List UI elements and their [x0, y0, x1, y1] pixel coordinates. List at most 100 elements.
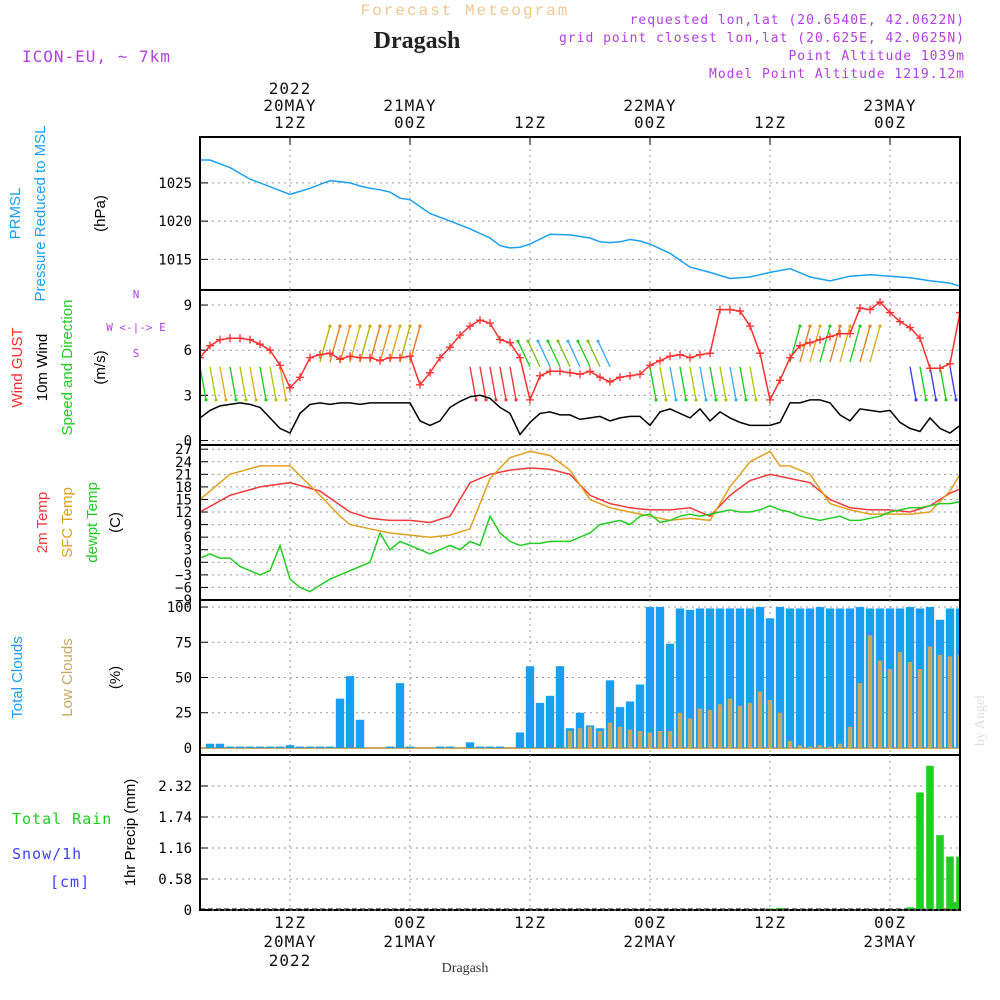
y-tick-label: 1.16 — [158, 841, 192, 857]
gust-marker — [416, 380, 424, 389]
total-cloud-bar — [405, 746, 415, 748]
low-cloud-bar — [817, 745, 823, 748]
wind-arrow — [849, 325, 861, 363]
low-cloud-bar — [567, 731, 573, 748]
gust-marker — [776, 376, 784, 385]
low-cloud-bar — [677, 712, 683, 748]
wind-arrow-head — [378, 324, 382, 328]
gust-marker — [456, 331, 464, 340]
wind-arrow-head — [358, 324, 362, 328]
gust-marker — [201, 357, 204, 359]
compass-east-west-label: W <-|-> E — [106, 321, 166, 334]
top-time-label: 21MAY — [383, 96, 436, 115]
gust-marker — [876, 298, 884, 307]
panel-pressure: 1015 1020 1025 PRMSL Pressure Reduced to MSL… — [7, 126, 961, 302]
wind-arrow — [259, 366, 267, 400]
side-label: 10m Wind — [34, 334, 51, 402]
y-tick-label: 9 — [184, 298, 192, 314]
series-pressure — [201, 159, 959, 287]
total-cloud-bar — [555, 666, 565, 748]
low-cloud-bar — [687, 718, 693, 748]
gust-marker — [946, 359, 954, 368]
y-tick-label: 24 — [175, 455, 192, 471]
wind-arrow — [489, 366, 497, 400]
top-time-label: 22MAY — [623, 96, 676, 115]
side-label: Total Clouds — [9, 636, 26, 719]
total-cloud-bar — [335, 698, 345, 748]
top-time-label: 2022 — [269, 79, 312, 98]
requested-coords: requested lon,lat (20.6540E, 42.0622N) — [630, 13, 965, 28]
wind-arrow — [869, 325, 881, 363]
unit-label: (m/s) — [92, 350, 109, 384]
wind-arrow — [399, 325, 411, 363]
total-cloud-bar — [315, 746, 325, 748]
low-cloud-bar — [937, 654, 943, 748]
total-cloud-bar — [495, 746, 505, 748]
y-tick-label: 75 — [175, 635, 192, 651]
wind-arrow — [577, 340, 591, 368]
credit-watermark: by Angel — [973, 695, 988, 746]
gust-marker — [436, 353, 444, 362]
wind-arrow — [669, 366, 677, 400]
total-cloud-bar — [835, 608, 845, 748]
low-cloud-bar — [747, 702, 753, 748]
panel-frame — [199, 754, 961, 911]
low-cloud-bar — [627, 729, 633, 748]
wind-arrow-head — [484, 398, 488, 402]
bottom-time-label: 00Z — [394, 913, 426, 932]
rain-bar — [776, 907, 784, 909]
total-cloud-bar — [385, 746, 395, 748]
side-label: Pressure Reduced to MSL — [32, 126, 49, 302]
gust-marker — [826, 332, 834, 341]
total-cloud-bar — [705, 608, 715, 748]
gust-marker — [226, 334, 234, 343]
wind-arrow — [829, 325, 841, 363]
total-cloud-bar — [855, 607, 865, 748]
y-tick-label: 0 — [184, 555, 192, 571]
total-cloud-bar — [285, 745, 295, 748]
wind-arrow — [749, 366, 757, 400]
wind-arrow — [329, 325, 341, 363]
plot-area — [201, 159, 959, 287]
panel-frame — [199, 444, 961, 601]
wind-arrow — [587, 340, 601, 368]
gust-marker — [406, 352, 414, 361]
low-cloud-bar — [697, 708, 703, 748]
wind-arrow-head — [398, 324, 402, 328]
wind-arrow — [567, 340, 581, 368]
compass-north-label: N — [133, 288, 140, 301]
bottom-time-label: 23MAY — [863, 932, 916, 951]
wind-arrow — [279, 366, 287, 400]
wind-arrow-head — [556, 339, 560, 343]
compass-south-label: S — [133, 347, 140, 360]
wind-arrow-head — [724, 398, 728, 402]
total-cloud-bar — [215, 743, 225, 748]
wind-arrow — [809, 325, 821, 363]
y-tick-label: 2.32 — [158, 779, 192, 795]
y-tick-label: 1.74 — [158, 810, 192, 826]
wind-arrow-head — [546, 339, 550, 343]
rain-bar — [926, 765, 934, 909]
wind-arrow-head — [664, 398, 668, 402]
y-tick-label: 3 — [184, 543, 192, 559]
y-tick-label: 1020 — [158, 214, 192, 230]
bottom-time-label: 2022 — [269, 951, 312, 970]
wind-arrow-head — [944, 398, 948, 402]
y-tick-label: 0 — [184, 433, 192, 449]
total-cloud-bar — [645, 607, 655, 748]
y-tick-label: 1015 — [158, 252, 192, 268]
gust-marker — [656, 356, 664, 365]
gust-marker — [586, 367, 594, 376]
gust-marker — [476, 316, 484, 325]
total-cloud-bar — [345, 676, 355, 748]
total-cloud-bar — [685, 609, 695, 748]
low-cloud-bar — [667, 731, 673, 748]
unit-label: (C) — [107, 512, 124, 533]
side-label: dewpt Temp — [84, 482, 101, 563]
panel-wind: 0 3 6 9 Wind GUST 10m Wind Speed and Direction… — [9, 288, 961, 449]
total-cloud-bar — [655, 607, 665, 748]
rain-bar — [796, 908, 804, 909]
low-cloud-bar — [727, 698, 733, 748]
total-cloud-bar — [485, 746, 495, 748]
